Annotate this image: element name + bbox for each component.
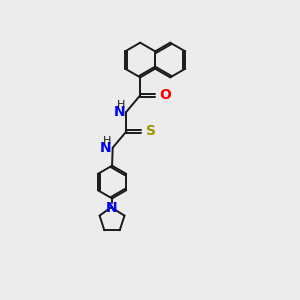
Text: H: H: [103, 136, 111, 146]
Text: N: N: [106, 201, 118, 215]
Text: N: N: [113, 105, 125, 119]
Text: S: S: [146, 124, 156, 138]
Text: H: H: [117, 100, 125, 110]
Text: N: N: [100, 141, 111, 155]
Text: O: O: [160, 88, 171, 102]
